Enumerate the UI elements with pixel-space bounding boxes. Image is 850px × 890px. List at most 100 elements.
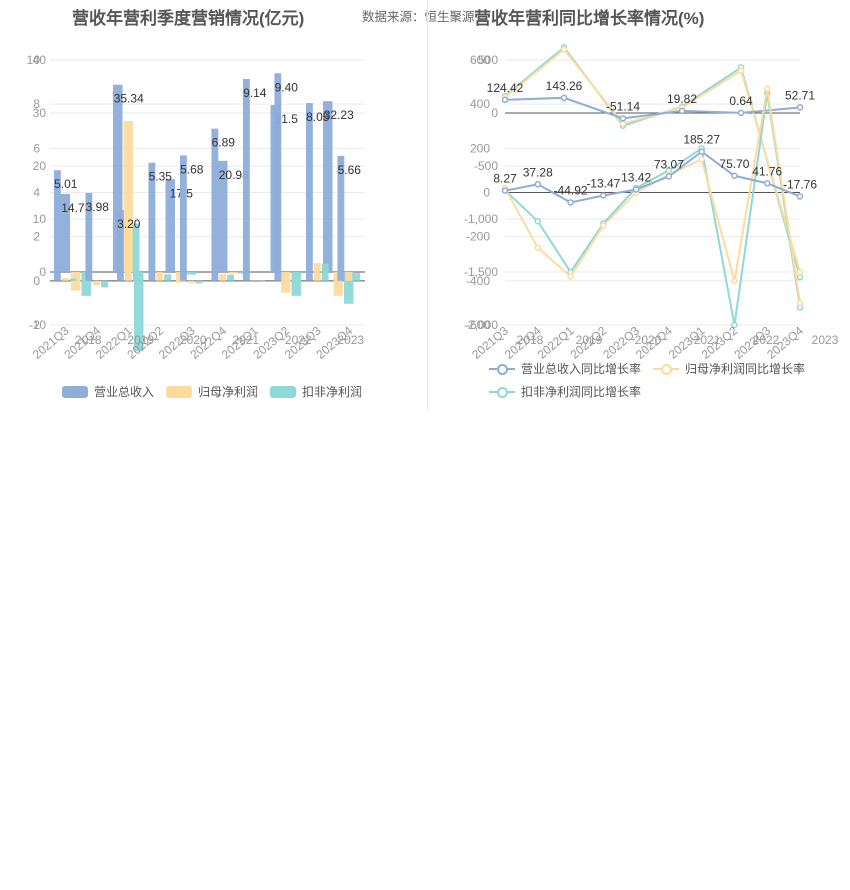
right-chart-title: 营收年营利同比增长率情况(%)	[474, 9, 705, 28]
quarter-bar-y-tick-0: -2	[29, 318, 40, 332]
quarter-data-label-9: 5.66	[338, 163, 362, 177]
annual-bar-s1-5	[333, 272, 343, 296]
quarter-growth-point-s1-6	[698, 156, 705, 163]
data-source-label: 数据来源：恒生聚源	[362, 10, 475, 24]
quarter-data-label-4: 5.68	[180, 162, 204, 176]
quarter-bar-s1-2	[124, 225, 132, 281]
annual-data-label-3: 20.98	[219, 168, 249, 182]
annual-bar-y-tick-4: 30	[33, 106, 47, 120]
panel-divider	[427, 0, 428, 410]
annual-bar-s1-1	[123, 120, 133, 272]
quarter-bar-s1-3	[156, 272, 164, 281]
quarter-bar-y-tick-3: 4	[33, 186, 40, 200]
quarter-growth-data-label-5: 73.07	[654, 157, 684, 171]
annual-line-y-tick-2: -1,000	[464, 212, 498, 226]
quarter-line-y-tick-4: 200	[470, 141, 490, 155]
quarter-growth-point-s0-9	[796, 193, 804, 200]
annual-line-y-tick-0: -2,000	[464, 318, 498, 332]
legend-label-net-profit-growth: 归母净利润同比增长率	[685, 362, 806, 376]
annual-growth-point-s2-5	[796, 274, 804, 281]
annual-growth-point-s0-4	[737, 109, 745, 117]
quarter-growth-data-label-7: 75.70	[719, 157, 749, 171]
annual-growth-point-s1-1	[560, 46, 568, 53]
quarter-data-label-6: 9.14	[243, 86, 267, 100]
legend-item-net-profit-growth[interactable]: 归母净利润同比增长率	[653, 360, 805, 377]
quarter-data-label-3: 5.35	[149, 170, 173, 184]
annual-bar-s2-0	[81, 272, 91, 296]
legend-item-revenue-growth[interactable]: .ln.a:before{background:#8eadd9} 营业总收入同比…	[489, 360, 641, 377]
legend-line-revenue-growth: .ln.a:before{background:#8eadd9}	[489, 363, 515, 375]
annual-growth-point-s1-5	[796, 268, 804, 276]
quarter-growth-data-label-4: 13.42	[621, 171, 651, 185]
quarter-bar-s1-8	[313, 263, 321, 281]
quarter-data-label-5: 6.89	[212, 136, 236, 150]
growth-annual-x-tick-5: 2023	[812, 333, 839, 347]
annual-line-y-tick-1: -1,500	[464, 265, 498, 279]
growth-annual-x-tick-3: 2021	[694, 333, 721, 347]
annual-bar-s1-0	[71, 272, 81, 291]
annual-data-label-5: 32.23	[324, 108, 354, 122]
growth-annual-x-tick-0: 2018	[517, 333, 544, 347]
annual-growth-point-s0-1	[560, 94, 568, 102]
annual-bar-y-tick-0: -10	[29, 318, 47, 332]
annual-growth-data-label-2: -51.14	[606, 99, 640, 113]
quarter-bar-s1-5	[219, 274, 227, 281]
annual-data-label-1: 35.34	[114, 92, 144, 106]
annual-growth-point-s1-2	[619, 120, 627, 127]
quarter-growth-data-label-2: -44.92	[554, 183, 588, 197]
quarter-data-label-2: 3.20	[117, 217, 141, 231]
quarter-growth-data-label-9: -17.76	[783, 177, 817, 191]
quarter-bar-s1-7	[282, 280, 290, 282]
quarter-growth-data-label-8: 41.76	[752, 164, 782, 178]
annual-x-tick-5: 2023	[337, 333, 364, 347]
quarter-bar-s1-0	[61, 277, 69, 281]
quarter-growth-point-s1-2	[567, 273, 574, 280]
quarter-growth-data-label-6: 185.27	[683, 133, 720, 147]
annual-bar-s0-0	[60, 193, 70, 272]
quarter-growth-point-s1-3	[600, 222, 607, 229]
annual-data-label-0: 14.73	[61, 201, 91, 215]
quarter-bar-s0-3	[148, 162, 156, 281]
left-chart-title: 营收年营利季度营销情况(亿元)	[72, 9, 305, 28]
legend-item-net-profit[interactable]: 归母净利润	[166, 383, 258, 400]
quarter-line-y-tick-0: -600	[466, 318, 490, 332]
annual-x-tick-2: 2020	[180, 333, 207, 347]
quarter-line-y-tick-2: -200	[466, 230, 490, 244]
quarter-bar-s0-4	[179, 155, 187, 281]
annual-growth-data-label-1: 143.26	[546, 79, 583, 93]
annual-bar-s2-4	[291, 272, 301, 296]
legend-item-deducted-profit-growth[interactable]: 扣非净利润同比增长率	[489, 383, 641, 400]
legend-item-revenue[interactable]: 营业总收入	[62, 383, 154, 400]
legend-line-net-profit-growth	[653, 363, 680, 375]
annual-growth-point-s1-4	[737, 67, 745, 74]
quarter-growth-data-label-3: -13.47	[586, 176, 620, 190]
legend-label-revenue: 营业总收入	[94, 385, 155, 399]
annual-bar-s2-1	[134, 272, 144, 352]
legend-swatch-net-profit	[166, 385, 193, 398]
annual-bar-s2-5	[344, 272, 354, 304]
annual-bar-s0-5	[323, 101, 333, 272]
quarter-bar-s0-6	[242, 78, 250, 281]
quarter-growth-point-s0-8	[763, 180, 771, 187]
legend-item-deducted-profit[interactable]: 扣非净利润	[270, 383, 362, 400]
quarter-bar-s2-1	[101, 280, 109, 288]
quarter-data-label-1: 3.98	[86, 200, 110, 214]
quarter-bar-s0-1	[85, 192, 93, 281]
annual-bar-s1-4	[281, 272, 291, 293]
annual-growth-point-s0-5	[796, 104, 804, 111]
annual-bar-s1-3	[228, 272, 238, 274]
quarter-bar-s2-7	[290, 280, 298, 283]
legend-label-deducted-profit-growth: 扣非净利润同比增长率	[521, 385, 642, 399]
quarter-growth-line-s0	[504, 150, 801, 204]
quarter-growth-point-s2-7	[731, 321, 738, 329]
quarter-line-y-tick-3: 0	[483, 186, 490, 200]
annual-growth-data-label-4: 0.64	[729, 94, 753, 108]
annual-growth-point-s0-0	[501, 96, 509, 104]
annual-growth-data-label-3: 19.82	[667, 92, 697, 106]
annual-bar-s0-1	[113, 84, 123, 272]
quarter-data-label-0: 5.01	[54, 177, 78, 191]
growth-annual-x-tick-4: 2022	[753, 333, 780, 347]
left-legend: 营业总收入 归母净利润 扣非净利润	[62, 383, 374, 400]
annual-bar-y-tick-1: 0	[39, 265, 46, 279]
